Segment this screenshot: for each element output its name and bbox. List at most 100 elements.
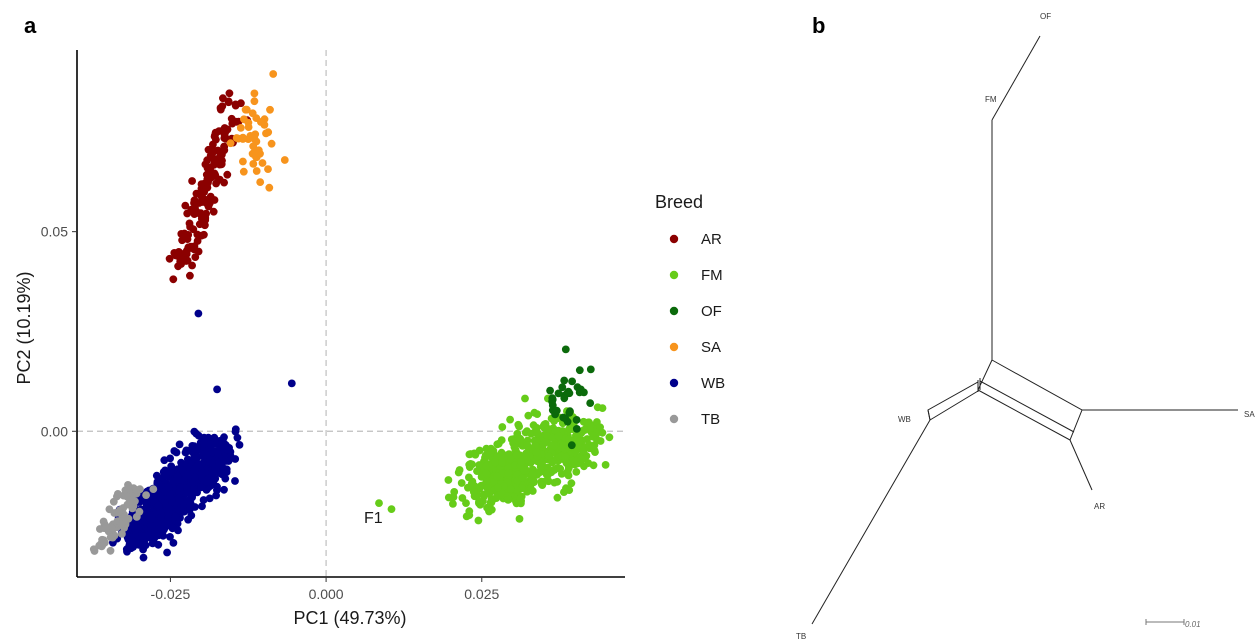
y-tick-label: 0.00 [41,423,68,439]
point-sa [239,135,247,143]
point-fm [475,461,484,469]
point-of [554,389,563,398]
tree-edge-tb [811,419,931,625]
point-fm [482,469,491,478]
legend-label-fm: FM [701,267,723,284]
point-ar [170,249,179,257]
point-wb [175,496,184,505]
point-sa [232,134,241,142]
point-ar [210,156,219,165]
point-wb [160,522,169,531]
point-ar [219,94,227,103]
point-of [580,388,588,397]
point-wb [165,504,174,513]
x-tick-label: 0.000 [309,586,344,602]
point-sa [264,165,272,174]
point-fm [567,479,576,488]
point-wb [213,482,221,491]
point-tb [102,523,111,532]
point-wb [220,433,228,442]
point-tb [121,486,130,495]
point-wb [221,474,230,483]
legend-key-tb [669,414,679,424]
point-wb [160,456,169,465]
point-fm [575,437,584,446]
point-wb [191,473,199,482]
point-wb [178,466,187,474]
pca-scatter-chart: -0.025 0.000 0.025 0.00 0.05 PC1 (49.73%) PC… [14,50,725,628]
point-sa [249,134,258,142]
point-of [564,387,573,396]
point-fm [533,428,541,437]
point-of [572,416,581,424]
point-wb [205,494,214,503]
point-fm [474,516,483,525]
legend-key-fm [669,270,679,280]
point-ar [185,219,194,228]
point-fm [542,426,551,435]
point-sa [269,70,278,78]
point-fm [579,417,588,426]
legend-label-tb: TB [701,411,720,428]
point-ar [209,171,218,180]
point-fm [504,469,513,478]
point-fm [487,505,496,514]
point-ar [186,271,194,280]
point-fm [605,433,614,442]
legend-key-wb [669,378,679,388]
panel-letter-a: a [24,13,37,38]
x-tick-label: -0.025 [151,586,191,602]
point-wb [141,541,150,550]
point-sa [257,118,265,126]
point-wb [168,524,177,533]
point-sa [239,157,247,166]
point-fm [538,481,547,489]
point-wb [233,433,242,442]
point-tb [122,492,131,501]
point-fm [493,472,501,481]
point-sa [239,167,248,176]
point-of [552,406,561,415]
point-sa [252,167,261,175]
point-fm [596,423,604,432]
point-sa [250,89,259,98]
point-fm [527,429,536,438]
taxon-label-tb: TB [796,632,806,639]
point-wb [204,433,213,442]
taxon-label-wb: WB [898,415,911,424]
point-wb [231,425,240,434]
point-fm [494,483,502,492]
point-fm [499,482,508,491]
point-ar [180,229,189,238]
taxon-label-fm: FM [985,95,997,104]
point-fm [457,479,466,487]
point-fm [537,459,546,467]
point-fm [514,420,523,429]
point-fm [547,441,555,449]
point-wb [183,484,191,492]
point-fm [542,470,551,479]
point-tb [118,530,126,538]
legend-key-ar [669,234,679,244]
point-ar [225,89,234,98]
point-fm [510,443,519,452]
scale-bar: 0.01 [1145,619,1201,629]
point-fm [465,460,474,469]
point-wb [166,533,174,541]
point-ar [177,260,186,268]
y-axis-title: PC2 (10.19%) [14,271,34,384]
point-fm [556,464,565,473]
point-wb [208,446,216,455]
point-ar [220,131,229,140]
point-fm [486,449,495,458]
point-fm [548,458,557,467]
point-fm [449,493,458,501]
point-wb [231,455,240,463]
point-of [566,407,574,416]
point-wb [188,490,197,499]
y-tick-label: 0.05 [41,224,68,240]
point-wb [171,512,180,521]
point-sa [264,128,273,137]
point-wb [218,457,227,465]
point-fm [559,441,568,450]
